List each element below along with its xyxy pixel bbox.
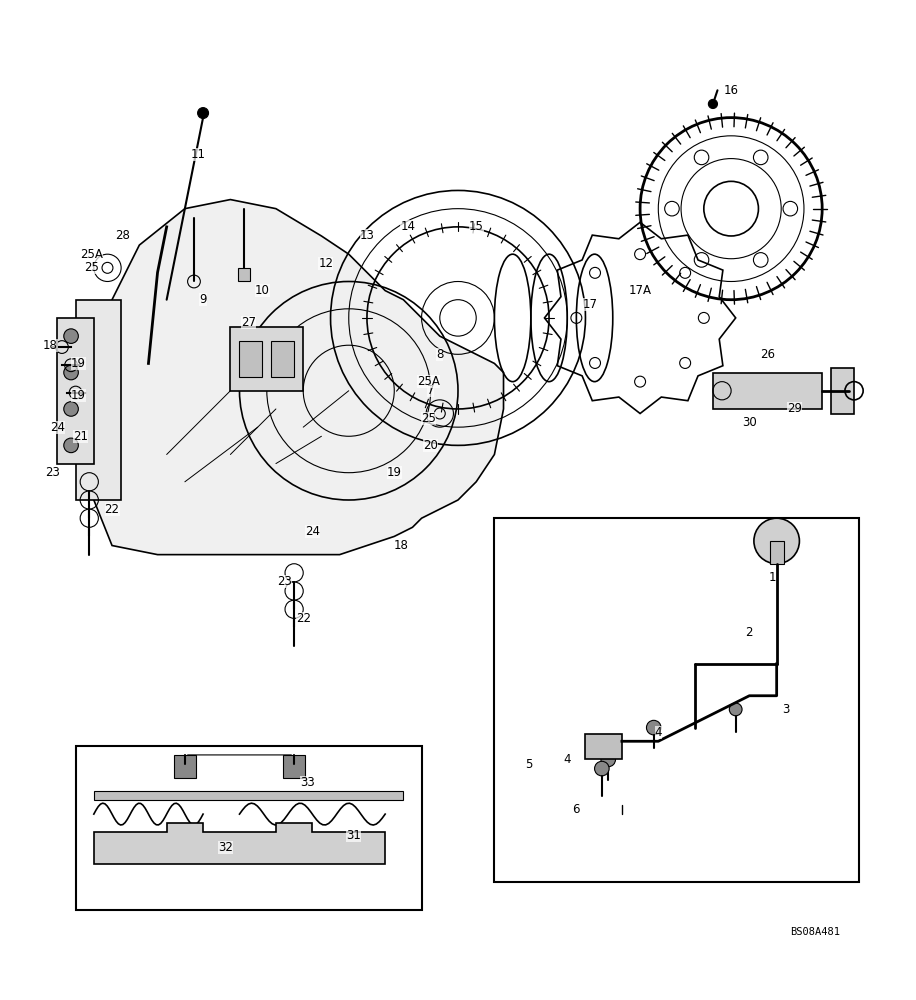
- Text: 4: 4: [563, 753, 571, 766]
- Text: 11: 11: [191, 148, 206, 161]
- Bar: [283, 755, 305, 778]
- Text: 4: 4: [655, 726, 662, 739]
- Text: 25: 25: [421, 412, 436, 425]
- Bar: [770, 541, 784, 564]
- Circle shape: [198, 108, 209, 119]
- Text: 19: 19: [387, 466, 402, 479]
- Text: 23: 23: [46, 466, 60, 479]
- Text: 18: 18: [43, 339, 58, 352]
- Text: 3: 3: [782, 703, 790, 716]
- Text: 19: 19: [71, 357, 86, 370]
- Text: 25: 25: [84, 261, 100, 274]
- Circle shape: [647, 720, 661, 735]
- Circle shape: [708, 99, 717, 109]
- Text: 25A: 25A: [81, 248, 104, 261]
- Text: 29: 29: [788, 402, 802, 415]
- Text: 2: 2: [746, 626, 753, 639]
- Text: 18: 18: [393, 539, 409, 552]
- Text: 17: 17: [583, 298, 597, 311]
- Bar: [271, 341, 294, 377]
- Text: 31: 31: [346, 829, 361, 842]
- Bar: [93, 791, 403, 800]
- Circle shape: [754, 518, 800, 564]
- Text: 22: 22: [104, 503, 119, 516]
- Circle shape: [729, 703, 742, 716]
- Bar: [495, 518, 858, 882]
- Text: 32: 32: [218, 841, 234, 854]
- Text: 9: 9: [200, 293, 207, 306]
- Text: 30: 30: [742, 416, 757, 429]
- Bar: [585, 734, 622, 759]
- Text: 15: 15: [469, 220, 484, 233]
- Bar: [832, 368, 854, 414]
- Circle shape: [64, 365, 79, 380]
- Circle shape: [64, 329, 79, 343]
- Bar: [174, 755, 196, 778]
- Bar: [237, 268, 250, 281]
- Text: 24: 24: [49, 421, 65, 434]
- Text: 21: 21: [72, 430, 88, 443]
- Text: 6: 6: [572, 803, 580, 816]
- Text: 24: 24: [305, 525, 320, 538]
- Text: 13: 13: [359, 229, 375, 242]
- Text: 10: 10: [255, 284, 269, 297]
- Text: 28: 28: [115, 229, 130, 242]
- Text: 33: 33: [300, 776, 315, 789]
- Text: 8: 8: [436, 348, 443, 361]
- Polygon shape: [76, 300, 121, 500]
- Polygon shape: [93, 823, 385, 864]
- Circle shape: [64, 402, 79, 416]
- Bar: [713, 373, 823, 409]
- Text: 1: 1: [769, 571, 776, 584]
- Text: BS08A481: BS08A481: [791, 927, 840, 937]
- Text: 25A: 25A: [418, 375, 441, 388]
- Polygon shape: [84, 200, 504, 555]
- Text: 22: 22: [296, 612, 311, 625]
- Circle shape: [601, 752, 616, 767]
- Text: 23: 23: [278, 575, 292, 588]
- Text: 5: 5: [526, 758, 533, 771]
- Text: 20: 20: [423, 439, 438, 452]
- Text: 17A: 17A: [628, 284, 651, 297]
- Text: 19: 19: [71, 389, 86, 402]
- Bar: [239, 341, 262, 377]
- Bar: [231, 327, 303, 391]
- Text: 12: 12: [319, 257, 333, 270]
- Text: 7: 7: [427, 384, 434, 397]
- Text: 14: 14: [400, 220, 416, 233]
- Circle shape: [594, 761, 609, 776]
- Polygon shape: [58, 318, 93, 464]
- Text: 16: 16: [724, 84, 738, 97]
- Text: 26: 26: [760, 348, 775, 361]
- Circle shape: [64, 438, 79, 453]
- Text: 27: 27: [241, 316, 256, 329]
- Bar: [76, 746, 421, 910]
